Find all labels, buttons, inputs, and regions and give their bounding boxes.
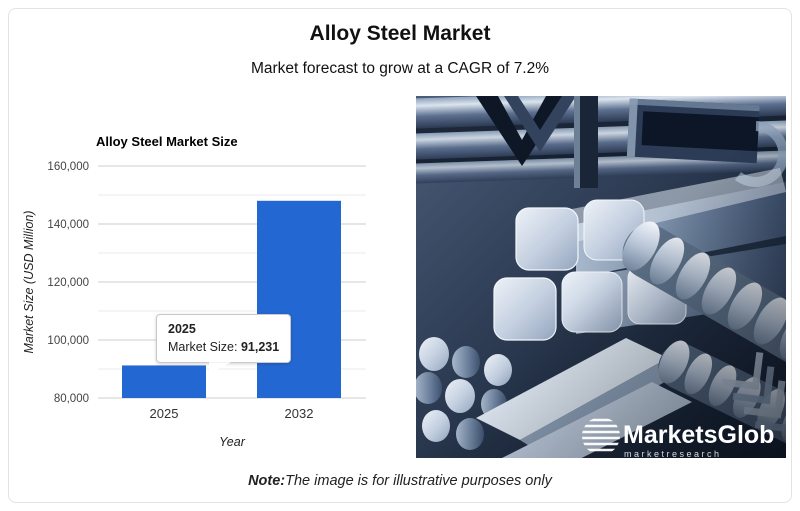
- x-tick-label: 2032: [285, 406, 314, 421]
- tooltip-value: 91,231: [240, 340, 280, 355]
- note-prefix: Note:: [248, 473, 286, 489]
- logo-brand-text: MarketsGlob: [623, 421, 774, 449]
- tooltip-label: Market Size:: [168, 340, 238, 355]
- y-tick-label: 80,000: [54, 393, 89, 405]
- note-text: The image is for illustrative purposes o…: [285, 473, 552, 489]
- photo-vignette: [416, 96, 786, 458]
- logo-tagline-text: m a r k e t r e s e a r c h: [624, 449, 719, 458]
- page-subtitle: Market forecast to grow at a CAGR of 7.2…: [250, 60, 550, 77]
- y-tick-label: 100,000: [47, 335, 89, 347]
- y-tick-label: 160,000: [47, 161, 89, 173]
- disclaimer-note: Note:The image is for illustrative purpo…: [9, 473, 791, 489]
- bar-2025: [122, 365, 206, 398]
- tooltip-value-line: Market Size: 91,231: [168, 338, 279, 356]
- y-axis-title: Market Size (USD Million): [22, 210, 36, 353]
- page-title: Alloy Steel Market: [309, 22, 491, 45]
- infographic-card: Alloy Steel Market Market forecast to gr…: [8, 8, 792, 503]
- bar-2032: [257, 200, 341, 398]
- chart-tooltip: 2025 Market Size: 91,231: [156, 314, 292, 375]
- x-tick-label: 2025: [150, 406, 179, 421]
- x-axis-title: Year: [219, 435, 246, 449]
- chart-title: Alloy Steel Market Size: [96, 134, 238, 149]
- steel-bars-photo: MarketsGlob m a r k e t r e s e a r c h: [416, 96, 786, 458]
- steel-photo-illustration: MarketsGlob m a r k e t r e s e a r c h: [416, 96, 786, 458]
- y-tick-label: 140,000: [47, 219, 89, 231]
- tooltip-year: 2025: [168, 322, 196, 336]
- y-tick-label: 120,000: [47, 277, 89, 289]
- market-size-chart: 80,000 100,000 120,000 140,000 160,000 2025 20…: [19, 119, 419, 464]
